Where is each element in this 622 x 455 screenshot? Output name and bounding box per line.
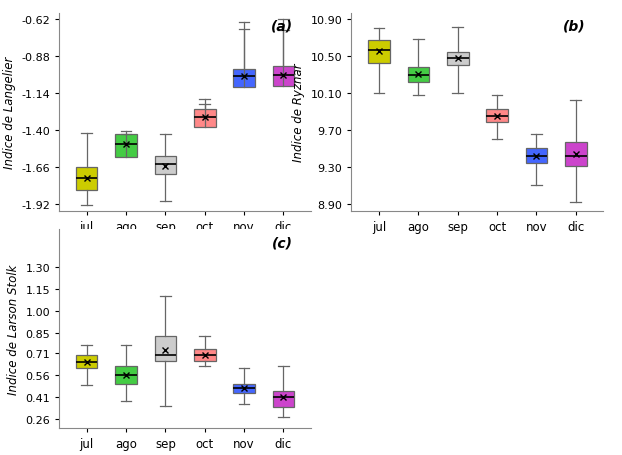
PathPatch shape	[233, 70, 255, 88]
PathPatch shape	[272, 67, 294, 87]
PathPatch shape	[368, 41, 390, 64]
PathPatch shape	[565, 142, 587, 167]
Y-axis label: Indice de Langelier: Indice de Langelier	[2, 56, 16, 169]
Text: (b): (b)	[563, 20, 586, 34]
PathPatch shape	[194, 349, 216, 361]
PathPatch shape	[526, 149, 547, 164]
Text: (c): (c)	[272, 236, 294, 250]
Text: (a): (a)	[271, 20, 294, 34]
PathPatch shape	[272, 391, 294, 407]
Y-axis label: Indice de Larson Stolk: Indice de Larson Stolk	[7, 264, 20, 394]
PathPatch shape	[154, 156, 176, 175]
PathPatch shape	[233, 384, 255, 393]
Y-axis label: Indice de Ryznar: Indice de Ryznar	[292, 63, 305, 162]
PathPatch shape	[76, 355, 98, 368]
PathPatch shape	[115, 367, 137, 384]
PathPatch shape	[194, 109, 216, 128]
PathPatch shape	[447, 53, 468, 66]
PathPatch shape	[407, 68, 429, 83]
PathPatch shape	[76, 167, 98, 190]
PathPatch shape	[486, 109, 508, 123]
PathPatch shape	[115, 135, 137, 158]
PathPatch shape	[154, 336, 176, 361]
